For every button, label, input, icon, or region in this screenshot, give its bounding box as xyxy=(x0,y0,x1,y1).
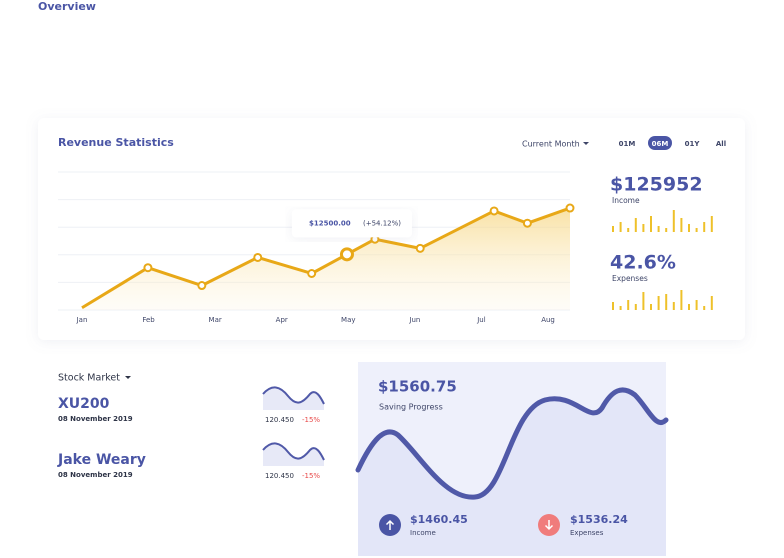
point xyxy=(415,243,425,253)
sparkline xyxy=(262,442,325,461)
line-chart: Jan Feb Mar Apr May Jun Jul Aug $12500.00 (+54.12… xyxy=(58,171,575,324)
tooltip xyxy=(291,209,412,238)
x-tick-label: May xyxy=(341,316,355,324)
x-tick-label: Aug xyxy=(541,316,555,324)
mini-bar xyxy=(634,304,637,310)
mini-bar xyxy=(665,294,668,310)
x-tick-label: Mar xyxy=(209,316,222,324)
point xyxy=(143,263,153,273)
point xyxy=(522,218,532,228)
mini-bar xyxy=(703,222,706,232)
arrow-down xyxy=(544,520,554,531)
saving-income-label: Income xyxy=(410,529,436,537)
point xyxy=(307,268,317,278)
mini-bar xyxy=(657,296,660,310)
sparkline-area xyxy=(263,443,324,466)
mini-bars xyxy=(612,210,713,310)
range-tabs: 01M 06M 01Y All xyxy=(619,136,726,150)
saving-area xyxy=(358,389,666,556)
stock-list: XU200 08 November 2019 120.450 -15% Jake Wea… xyxy=(57,386,325,480)
sparkline xyxy=(262,386,325,405)
expenses-label: Expenses xyxy=(612,274,648,283)
income-value: $125952 xyxy=(610,174,703,196)
tooltip-value: $12500.00 xyxy=(309,219,351,227)
dropdown-icon xyxy=(125,376,131,379)
income-label: Income xyxy=(612,196,640,205)
mini-bar xyxy=(642,224,645,232)
x-tick-label: Jul xyxy=(476,316,486,324)
stock-price: 120.450 xyxy=(265,472,294,480)
chart-title: Revenue Statistics xyxy=(58,136,174,149)
range-tab[interactable]: All xyxy=(716,140,726,148)
mini-bar xyxy=(665,228,668,232)
point xyxy=(565,203,575,213)
stock-name: Jake Weary xyxy=(57,452,146,468)
range-tab-active xyxy=(648,136,672,150)
mini-bar xyxy=(710,216,713,232)
stock-name: XU200 xyxy=(58,396,110,412)
point xyxy=(339,247,354,262)
mini-bar xyxy=(627,300,630,310)
mini-bar xyxy=(680,290,683,310)
mini-bar xyxy=(642,292,645,310)
mini-bar xyxy=(703,306,706,310)
range-tab[interactable]: 06M xyxy=(652,140,669,148)
point xyxy=(489,206,499,216)
stock-change: -15% xyxy=(302,472,320,480)
saving-value: $1560.75 xyxy=(378,378,457,396)
mini-bar xyxy=(680,218,683,232)
saving-income-value: $1460.45 xyxy=(410,513,468,526)
period-select[interactable]: Current Month xyxy=(522,140,580,149)
x-tick-label: Apr xyxy=(276,316,288,324)
mini-bar xyxy=(612,226,614,232)
saving-wave xyxy=(355,387,669,500)
arrow-up xyxy=(385,519,395,530)
x-tick-label: Feb xyxy=(142,316,155,324)
mini-bar xyxy=(634,218,637,232)
x-tick-label: Jun xyxy=(408,316,420,324)
range-tab[interactable]: 01Y xyxy=(685,140,701,148)
stock-date: 08 November 2019 xyxy=(58,415,133,423)
stock-title: Stock Market xyxy=(58,373,120,384)
mini-bar xyxy=(695,228,698,232)
mini-bar xyxy=(710,296,713,310)
x-tick-label: Jan xyxy=(76,316,88,324)
stock-change: -15% xyxy=(302,416,320,424)
tooltip-change: (+54.12%) xyxy=(363,219,401,227)
mini-bar xyxy=(672,210,675,232)
point xyxy=(253,252,263,262)
saving-expenses-label: Expenses xyxy=(570,529,604,537)
saving-expenses-value: $1536.24 xyxy=(570,513,628,526)
range-tab[interactable]: 01M xyxy=(619,140,636,148)
expenses-value: 42.6% xyxy=(610,252,676,274)
mini-bar xyxy=(688,224,690,232)
mini-bar xyxy=(619,306,622,310)
stock-date: 08 November 2019 xyxy=(58,471,133,479)
mini-bar xyxy=(650,304,652,310)
mini-bar xyxy=(695,300,698,310)
mini-bar xyxy=(627,228,630,232)
mini-bar xyxy=(612,302,614,310)
sparkline-area xyxy=(263,387,324,410)
saving-label: Saving Progress xyxy=(379,403,443,412)
mini-bar xyxy=(619,222,622,232)
dropdown-icon xyxy=(583,142,589,145)
mini-bar xyxy=(657,226,660,232)
point xyxy=(197,281,207,291)
stock-price: 120.450 xyxy=(265,416,294,424)
mini-bar xyxy=(688,304,690,310)
mini-bar xyxy=(672,302,675,310)
mini-bar xyxy=(650,216,652,232)
page-title: Overview xyxy=(38,0,96,13)
